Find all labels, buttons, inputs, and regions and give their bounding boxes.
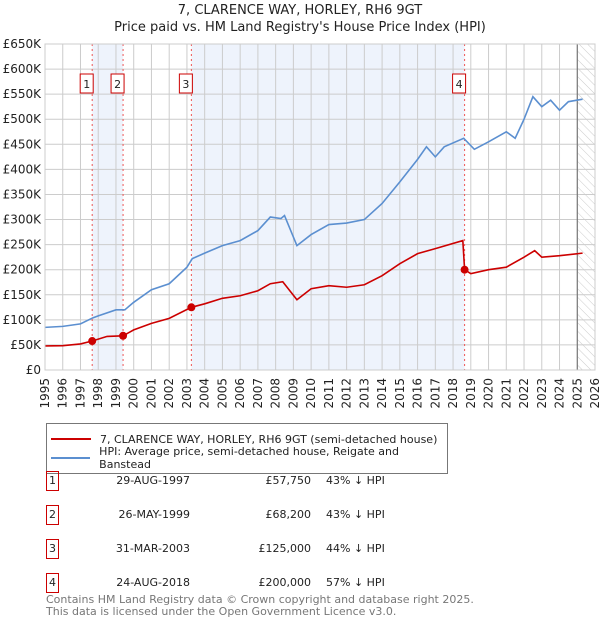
sale-label-number: 2 <box>114 78 121 91</box>
sale-number-badge: 4 <box>46 573 59 593</box>
x-tick-label: 2011 <box>322 378 336 409</box>
y-tick-label: £650K <box>3 37 43 51</box>
hpi-difference: 44% ↓ HPI <box>326 542 385 555</box>
legend-label-hpi: HPI: Average price, semi-detached house,… <box>99 445 400 471</box>
sale-price: £200,000 <box>258 576 312 589</box>
hpi-difference: 43% ↓ HPI <box>326 508 385 521</box>
y-tick-label: £400K <box>3 162 43 176</box>
sale-number-badge: 1 <box>46 471 59 491</box>
table-row: 4 24-AUG-2018 £200,000 57% ↓ HPI <box>46 573 446 593</box>
y-tick-label: £100K <box>3 313 43 327</box>
x-tick-label: 2010 <box>304 378 318 409</box>
sale-price: £57,750 <box>265 474 312 487</box>
chart-subtitle: Price paid vs. HM Land Registry's House … <box>114 20 486 35</box>
series-line <box>44 95 583 329</box>
sale-label-box <box>110 73 125 94</box>
sale-point <box>119 331 128 340</box>
y-tick-label: £250K <box>3 238 43 252</box>
x-tick-label: 2018 <box>446 378 460 409</box>
sale-price: £68,200 <box>265 508 312 521</box>
x-tick-label: 2025 <box>570 378 584 409</box>
table-row: 2 26-MAY-1999 £68,200 43% ↓ HPI <box>46 505 446 525</box>
x-tick-label: 2022 <box>517 378 531 409</box>
x-tick-label: 2003 <box>180 378 194 409</box>
y-tick-label: £200K <box>3 263 43 277</box>
x-tick-label: 1996 <box>56 378 70 409</box>
x-tick-label: 2013 <box>357 378 371 409</box>
table-row: 3 31-MAR-2003 £125,000 44% ↓ HPI <box>46 539 446 559</box>
legend-swatch-blue <box>51 457 91 459</box>
x-tick-label: 1998 <box>91 378 105 409</box>
x-tick-label: 2015 <box>393 378 407 409</box>
sale-date: 29-AUG-1997 <box>116 474 190 487</box>
sale-date: 31-MAR-2003 <box>115 542 190 555</box>
y-tick-label: £550K <box>3 87 43 101</box>
x-tick-label: 2005 <box>215 378 229 409</box>
table-row: 1 29-AUG-1997 £57,750 43% ↓ HPI <box>46 471 446 491</box>
sale-label-number: 3 <box>182 78 189 91</box>
footer-line-1: Contains HM Land Registry data © Crown c… <box>46 593 474 606</box>
x-tick-label: 2001 <box>144 378 158 409</box>
legend-swatch-red <box>51 438 91 440</box>
sale-label-number: 4 <box>456 78 463 91</box>
x-tick-label: 2004 <box>198 378 212 409</box>
sale-date: 24-AUG-2018 <box>116 576 190 589</box>
legend-item-property: 7, CLARENCE WAY, HORLEY, RH6 9GT (semi-d… <box>51 430 437 448</box>
sale-point <box>460 265 469 274</box>
y-tick-label: £150K <box>3 288 43 302</box>
legend-label-property: 7, CLARENCE WAY, HORLEY, RH6 9GT (semi-d… <box>100 432 438 446</box>
sale-label-box <box>79 73 94 94</box>
hpi-difference: 43% ↓ HPI <box>326 474 385 487</box>
y-tick-label: £50K <box>10 338 42 352</box>
x-tick-label: 2014 <box>375 378 389 409</box>
sale-label-box <box>452 73 467 94</box>
x-tick-label: 2019 <box>464 378 478 409</box>
footer-line-2: This data is licensed under the Open Gov… <box>46 605 397 618</box>
price-chart: 1995 1996 1997 1998 1999 2000 2001 2002 2003 2004… <box>3 37 600 409</box>
sale-label-box <box>178 73 193 94</box>
sale-point <box>88 337 97 346</box>
hpi-difference: 57% ↓ HPI <box>326 576 385 589</box>
x-tick-label: 2000 <box>127 378 141 409</box>
legend-item-hpi: HPI: Average price, semi-detached house,… <box>51 445 447 471</box>
x-tick-label: 2002 <box>162 378 176 409</box>
y-tick-label: £350K <box>3 187 43 201</box>
y-tick-label: £300K <box>3 213 43 227</box>
y-tick-label: £450K <box>3 137 43 151</box>
sale-price: £125,000 <box>258 542 312 555</box>
y-tick-label: £600K <box>3 62 43 76</box>
x-tick-label: 2026 <box>588 378 600 409</box>
sale-date: 26-MAY-1999 <box>118 508 190 521</box>
sale-number-badge: 2 <box>46 505 59 525</box>
x-tick-label: 2020 <box>482 378 496 409</box>
x-tick-label: 2009 <box>286 378 300 409</box>
sale-point <box>187 303 196 312</box>
x-tick-label: 2017 <box>428 378 442 409</box>
y-tick-label: £0 <box>26 363 41 377</box>
shaded-ownership-period <box>191 44 465 370</box>
x-tick-label: 2021 <box>499 378 513 409</box>
chart-title: 7, CLARENCE WAY, HORLEY, RH6 9GT <box>177 3 423 18</box>
legend: 7, CLARENCE WAY, HORLEY, RH6 9GT (semi-d… <box>46 423 448 474</box>
x-tick-label: 2006 <box>233 378 247 409</box>
footer: Contains HM Land Registry data © Crown c… <box>46 594 474 618</box>
x-tick-label: 1997 <box>73 378 87 409</box>
x-tick-label: 2007 <box>251 378 265 409</box>
y-tick-label: £500K <box>3 112 43 126</box>
x-tick-label: 2008 <box>269 378 283 409</box>
plot-border <box>44 43 596 371</box>
x-tick-label: 1999 <box>109 378 123 409</box>
x-tick-label: 2024 <box>553 378 567 409</box>
sale-label-number: 1 <box>83 78 90 91</box>
x-tick-label: 2023 <box>535 378 549 409</box>
sale-number-badge: 3 <box>46 539 59 559</box>
x-tick-label: 2016 <box>411 378 425 409</box>
x-tick-label: 1995 <box>38 378 52 409</box>
hatched-future-region <box>577 44 595 370</box>
x-tick-label: 2012 <box>340 378 354 409</box>
series-line <box>44 239 583 347</box>
